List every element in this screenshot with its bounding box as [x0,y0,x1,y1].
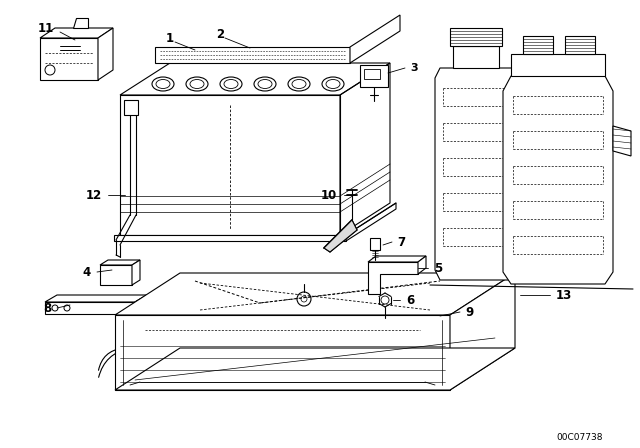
Text: 9: 9 [465,306,473,319]
Polygon shape [368,262,418,294]
Polygon shape [418,256,426,274]
Polygon shape [45,302,135,314]
Polygon shape [115,273,515,315]
FancyArrowPatch shape [99,348,122,370]
FancyArrowPatch shape [99,349,129,377]
Polygon shape [350,15,400,63]
Polygon shape [613,126,631,156]
Polygon shape [124,100,138,115]
Text: 2: 2 [216,27,224,40]
Text: 00C07738: 00C07738 [557,432,604,441]
Text: 1: 1 [166,31,174,44]
Polygon shape [115,315,450,390]
Text: 13: 13 [556,289,572,302]
Text: 10: 10 [321,189,337,202]
Polygon shape [115,348,515,390]
Polygon shape [73,18,88,28]
Polygon shape [135,295,147,314]
Polygon shape [523,36,553,54]
Polygon shape [450,28,502,46]
Polygon shape [340,63,390,235]
Text: 5: 5 [434,262,442,275]
Polygon shape [370,238,380,250]
Text: 6: 6 [406,293,414,306]
Polygon shape [155,47,350,63]
Polygon shape [368,256,426,262]
Polygon shape [40,28,113,38]
Polygon shape [511,54,605,76]
Polygon shape [100,265,132,285]
Text: 4: 4 [83,266,91,279]
Polygon shape [120,63,390,95]
Polygon shape [120,95,340,235]
Polygon shape [346,203,396,241]
Polygon shape [132,260,140,285]
Polygon shape [360,65,388,87]
Polygon shape [114,235,346,241]
Polygon shape [435,68,517,280]
Text: 12: 12 [86,189,102,202]
Polygon shape [364,69,380,79]
Polygon shape [565,36,595,54]
Polygon shape [453,46,499,68]
Polygon shape [450,273,515,390]
Polygon shape [45,295,147,302]
Text: 11: 11 [38,22,54,34]
Text: 7: 7 [397,236,405,249]
Polygon shape [324,220,357,252]
Text: 8: 8 [43,302,51,314]
Polygon shape [40,38,98,80]
Polygon shape [98,28,113,80]
Text: 3: 3 [410,63,418,73]
Polygon shape [100,260,140,265]
Polygon shape [503,76,613,284]
